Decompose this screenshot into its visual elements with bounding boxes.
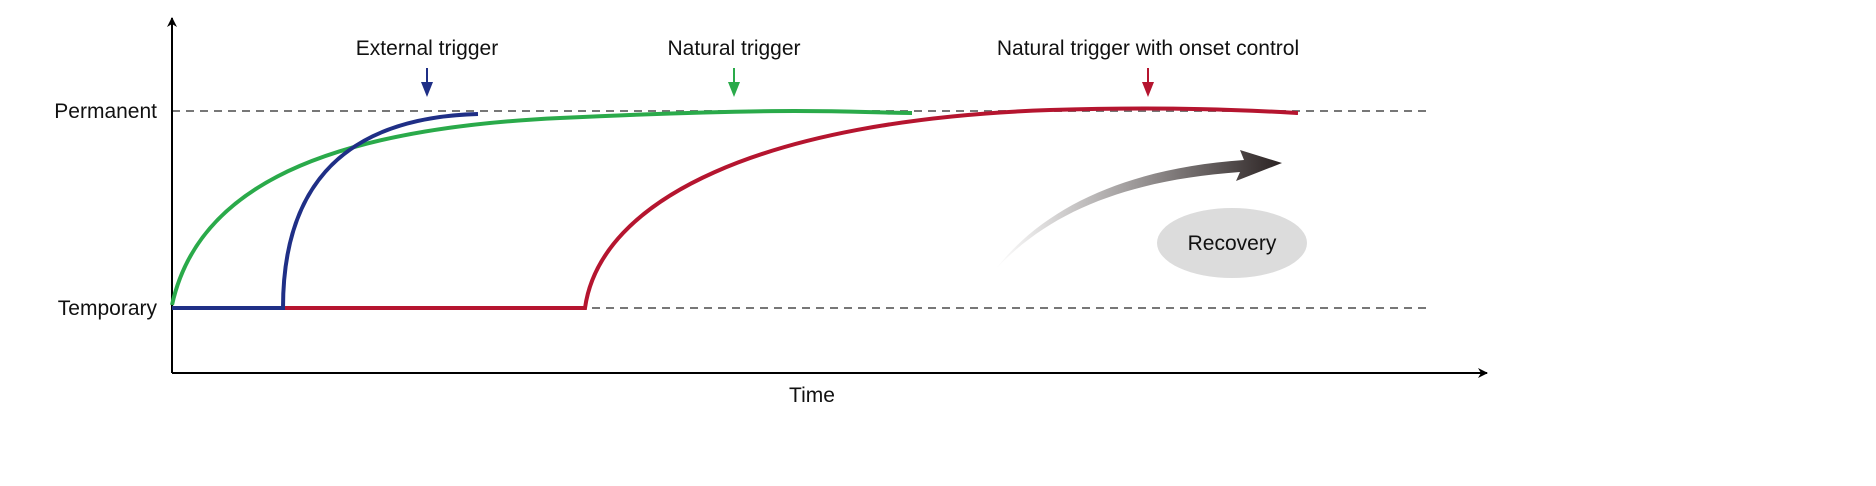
y-level-temporary: Temporary (58, 297, 158, 320)
recovery-badge (1157, 208, 1307, 278)
natural-trigger-arrowhead (728, 82, 740, 97)
recovery-arrow (995, 150, 1282, 270)
y-level-permanent: Permanent (54, 100, 157, 123)
blue-external-trigger-curve (172, 112, 479, 310)
green-natural-trigger-curve (170, 108, 913, 306)
onset-control-label: Natural trigger with onset control (997, 37, 1299, 60)
external-trigger-label: External trigger (356, 37, 498, 60)
onset-control-arrowhead (1142, 82, 1154, 97)
external-trigger-arrowhead (421, 82, 433, 97)
x-axis-label: Time (789, 384, 835, 407)
recovery-label: Recovery (1188, 232, 1277, 255)
natural-trigger-label: Natural trigger (667, 37, 800, 60)
red-onset-control-curve (283, 106, 1299, 310)
